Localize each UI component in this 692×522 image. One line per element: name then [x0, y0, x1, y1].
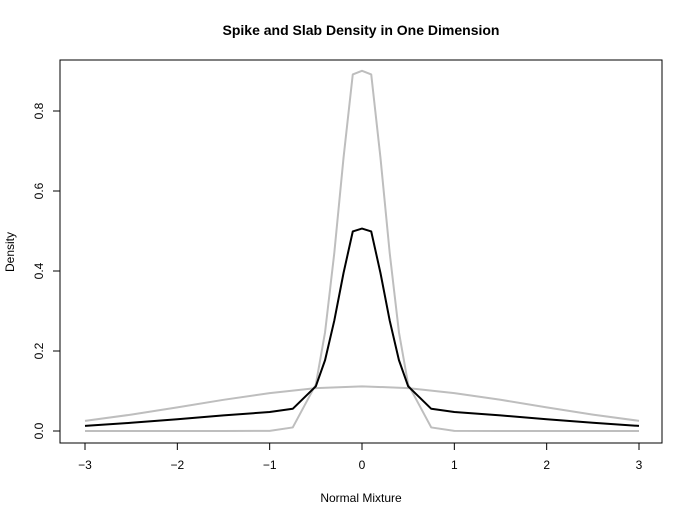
chart-title: Spike and Slab Density in One Dimension	[223, 22, 500, 38]
series-layer	[84, 69, 640, 432]
x-tick-label: −1	[263, 458, 277, 472]
x-axis-label: Normal Mixture	[320, 491, 402, 505]
y-tick-label: 0.4	[32, 262, 46, 279]
x-tick-label: −3	[78, 458, 92, 472]
y-tick-label: 0.0	[32, 422, 46, 439]
y-tick-label: 0.2	[32, 342, 46, 359]
x-tick-label: 3	[636, 458, 643, 472]
x-tick-label: −2	[170, 458, 184, 472]
series-line-2	[84, 385, 640, 422]
x-tick-label: 0	[359, 458, 366, 472]
y-axis: 0.0 0.2 0.4 0.6 0.8	[32, 102, 61, 439]
y-tick-label: 0.8	[32, 102, 46, 119]
y-axis-label: Density	[3, 232, 17, 272]
y-tick-label: 0.6	[32, 182, 46, 199]
series-line-3	[84, 227, 640, 427]
x-tick-label: 2	[543, 458, 550, 472]
x-axis: −3 −2 −1 0 1 2 3	[78, 442, 643, 472]
series-line-1	[85, 69, 639, 432]
x-tick-label: 1	[451, 458, 458, 472]
